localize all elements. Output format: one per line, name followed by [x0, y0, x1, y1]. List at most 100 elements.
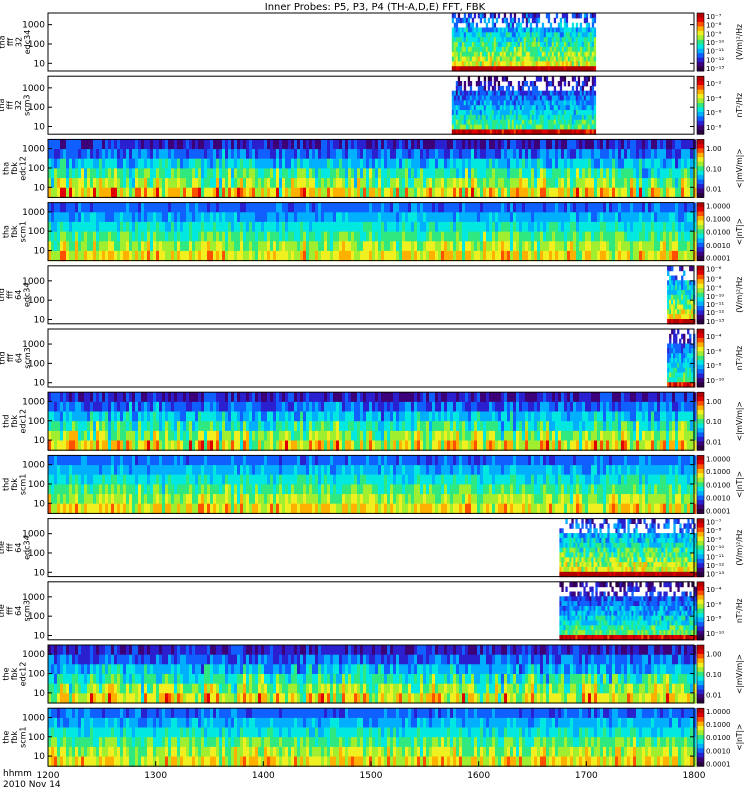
colorbar-segment: [697, 495, 704, 501]
ytick-label: 1000: [22, 208, 45, 218]
heatmap-cells: [48, 139, 697, 198]
colorbar-tick-label: 0.0100: [706, 734, 731, 742]
colorbar-segment: [697, 161, 704, 167]
ytick-label: 100: [28, 227, 45, 237]
colorbar-tick-label: 10⁻⁸: [706, 276, 722, 284]
colorbar-tick-label: 10⁻⁶: [706, 348, 722, 356]
panel-thd-fbk-scm1: 1000 100 10 thd fbk scm1 1.0000 0.1000 0.0100 0.0…: [2, 454, 744, 516]
ytick-label: 100: [28, 480, 45, 490]
colorbar-segment: [697, 694, 704, 700]
colorbar-segment: [697, 712, 704, 718]
colorbar-segment: [697, 242, 704, 248]
colorbar-tick-label: 10⁻¹³: [706, 318, 724, 326]
panel-label: the fff 64 scm3: [0, 600, 32, 621]
panel-frame: [47, 328, 695, 388]
colorbar-frame: [696, 75, 705, 135]
panel-label: the fff 64 edc34: [0, 535, 32, 560]
panel-label-line: fbk: [10, 225, 19, 238]
colorbar-segment: [697, 207, 704, 213]
heatmap-cells: [667, 265, 696, 325]
colorbar-segment: [697, 26, 704, 32]
colorbar-segment: [697, 626, 704, 632]
colorbar-frame: [696, 202, 705, 261]
colorbar-tick-label: 10⁻⁶: [706, 109, 722, 117]
colorbar-unit: (V/m)²/Hz: [735, 24, 744, 60]
colorbar-segment: [697, 721, 704, 727]
panel-frame: [47, 75, 695, 135]
panel-frame: [47, 581, 695, 641]
colorbar-segment: [697, 62, 704, 68]
colorbar-segment: [697, 743, 704, 749]
colorbar-segment: [697, 35, 704, 41]
heatmap-cells: [559, 581, 704, 641]
heatmap-cells: [48, 645, 697, 704]
colorbar-segment: [697, 251, 704, 257]
colorbar-segment: [697, 306, 704, 311]
colorbar-segment: [697, 48, 704, 54]
colorbar-segment: [697, 671, 704, 677]
colorbar-tick-label: 1.0000: [706, 203, 731, 211]
colorbar-segment: [697, 536, 704, 542]
colorbar-segment: [697, 288, 704, 294]
colorbar-segment: [697, 680, 704, 686]
colorbar-segment: [697, 617, 704, 623]
colorbar-segment: [697, 473, 704, 479]
heatmap-cells: [48, 708, 697, 767]
colorbar-segment: [697, 549, 704, 555]
colorbar-tick-label: 1.0000: [706, 708, 731, 716]
colorbar-segment: [697, 432, 704, 438]
colorbar-tick-label: 1.00: [706, 398, 722, 406]
heatmap-cells: [667, 329, 696, 388]
panel-label: the fbk edc12: [2, 662, 28, 687]
colorbar-tick-label: 10⁻⁹: [706, 284, 722, 292]
panel-the-fff-64-scm3: 1000 100 10 the fff 64 scm3 10⁻⁴ 10⁻⁶ 10⁻⁸ 10⁻¹⁰ nT…: [0, 581, 744, 642]
colorbar-tick-label: 10⁻⁴: [706, 95, 722, 103]
panel-label-line: edc34: [23, 30, 32, 55]
panel-label-line: tha: [0, 99, 6, 112]
colorbar-tick-label: 10⁻⁶: [706, 601, 722, 609]
xtick-label: 1400: [252, 771, 275, 781]
colorbar-segment: [697, 518, 704, 524]
colorbar: 1.00 0.10 0.01 <|mV/m|>: [696, 391, 744, 451]
ytick-label: 1000: [22, 84, 45, 94]
colorbar: 10⁻⁴ 10⁻⁶ 10⁻⁸ 10⁻¹⁰ nT²/Hz: [696, 581, 744, 641]
panel-label-line: fff: [6, 354, 15, 363]
colorbar-tick-label: 1.0000: [706, 455, 731, 463]
colorbar-frame: [696, 265, 705, 325]
colorbar-segment: [697, 355, 704, 361]
panel-label-line: edc34: [23, 283, 32, 308]
ytick-label: 1000: [22, 397, 45, 407]
colorbar-unit: (V/m)²/Hz: [735, 277, 744, 313]
colorbar-tick-label: 10⁻¹⁰: [706, 293, 724, 301]
colorbar-segment: [697, 752, 704, 758]
panel-label-line: thd: [2, 415, 11, 428]
colorbar-segment: [697, 224, 704, 230]
colorbar-segment: [697, 427, 704, 433]
colorbar-segment: [697, 739, 704, 745]
colorbar-segment: [697, 166, 704, 172]
colorbar-segment: [697, 103, 704, 108]
colorbar-frame: [696, 581, 705, 641]
colorbar-segment: [697, 685, 704, 691]
colorbar-segment: [697, 608, 704, 614]
panel-thd-fbk-edc12: 1000 100 10 thd fbk edc12 1.00 0.10 0.01 <|mV/m|>: [2, 391, 744, 451]
panel-label-line: the: [0, 541, 6, 554]
heatmap-cells: [48, 455, 697, 514]
colorbar-segment: [697, 558, 704, 564]
colorbar-segment: [697, 351, 704, 357]
panel-label-line: fff: [6, 38, 15, 47]
colorbar-segment: [697, 279, 704, 285]
colorbar-segment: [697, 436, 704, 442]
colorbar-segment: [697, 689, 704, 695]
heatmap-cells: [48, 392, 697, 451]
colorbar-segment: [697, 139, 704, 145]
colorbar-segment: [697, 247, 704, 253]
colorbar-segment: [697, 373, 704, 379]
ytick-label: 100: [28, 549, 45, 559]
colorbar-segment: [697, 346, 704, 352]
colorbar-tick-label: 10⁻⁹: [706, 536, 722, 544]
panel-label-line: fbk: [10, 478, 19, 491]
